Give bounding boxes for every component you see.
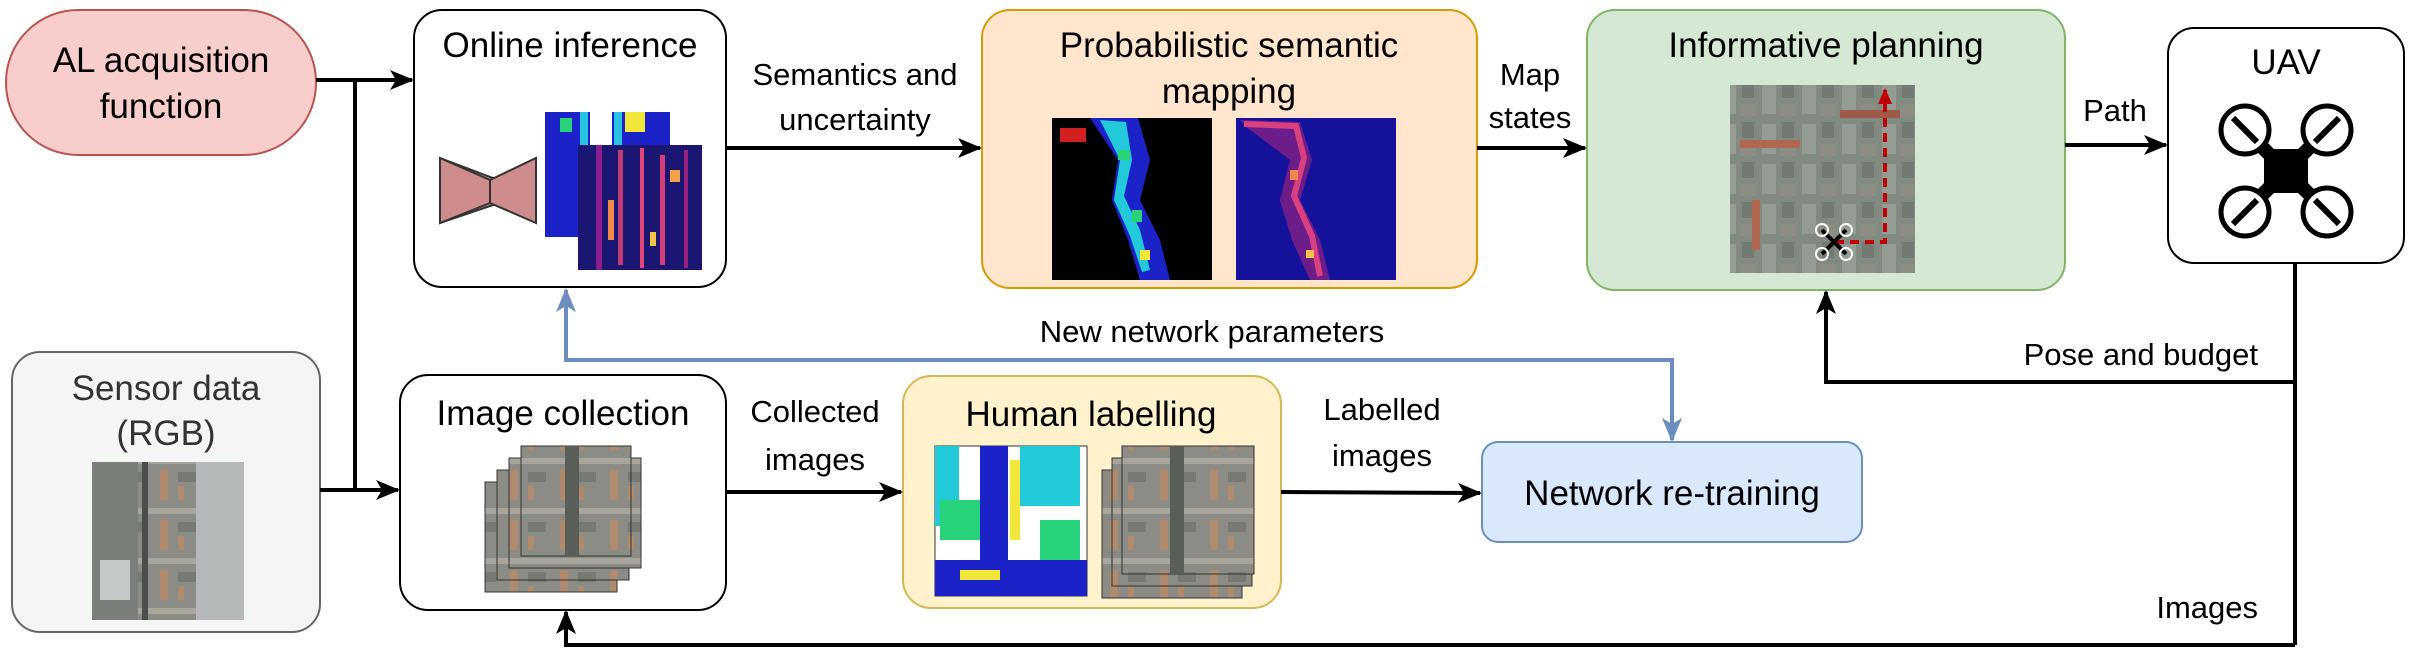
probabilistic-mapping-title-line2: mapping <box>1162 72 1296 111</box>
probabilistic-mapping-title-line1: Probabilistic semantic <box>1060 26 1398 65</box>
edge-label-semantics-line2: uncertainty <box>779 102 931 137</box>
edge-label-map-states-line1: Map <box>1500 57 1560 92</box>
image-collection-node: Image collection <box>399 374 727 611</box>
neural-network-icon-right <box>489 156 537 225</box>
labelled-mask-image <box>934 445 1088 597</box>
edge-label-images: Images <box>2156 590 2258 625</box>
edge-label-path: Path <box>2083 93 2147 128</box>
uav-position-icon <box>1815 223 1853 261</box>
edge-label-map-states-line2: states <box>1489 100 1572 135</box>
human-labelling-title: Human labelling <box>966 395 1217 434</box>
uav-node: UAV <box>2167 27 2405 264</box>
arrow-images-to-collection <box>556 610 2295 647</box>
al-acquisition-label-line2: function <box>100 87 223 126</box>
planned-path-arrow <box>1835 88 1892 244</box>
edge-label-labelled-line1: Labelled <box>1323 392 1440 427</box>
arrow-labelling-to-retraining <box>1280 482 1482 503</box>
network-retraining-box <box>1481 441 1863 543</box>
al-acquisition-function-node: AL acquisition function <box>5 9 317 156</box>
al-acquisition-shape <box>5 9 317 156</box>
semantic-map-image <box>1052 118 1212 280</box>
sensor-data-title-line1: Sensor data <box>72 369 261 408</box>
network-retraining-title: Network re-training <box>1524 474 1820 513</box>
rgb-image-thumbnail <box>92 462 244 620</box>
uncertainty-map-image <box>1236 118 1396 280</box>
informative-planning-title: Informative planning <box>1668 26 1983 65</box>
al-acquisition-label-line1: AL acquisition <box>53 41 270 80</box>
sensor-data-title-line2: (RGB) <box>116 414 215 453</box>
aerial-map-image <box>1730 85 1915 273</box>
uav-title: UAV <box>2251 43 2321 82</box>
online-inference-title: Online inference <box>443 26 698 65</box>
uncertainty-map-output <box>578 145 702 270</box>
network-retraining-node: Network re-training <box>1481 441 1863 543</box>
quadcopter-icon <box>2218 103 2354 239</box>
sensor-data-node: Sensor data (RGB) <box>11 351 321 633</box>
informative-planning-node: Informative planning <box>1586 9 2066 291</box>
labelled-rgb-stack <box>1101 445 1255 599</box>
human-labelling-node: Human labelling <box>902 375 1282 609</box>
edge-label-semantics-line1: Semantics and <box>752 57 957 92</box>
edge-label-collected-line1: Collected <box>750 394 879 429</box>
edge-label-pose-budget: Pose and budget <box>2024 337 2259 372</box>
online-inference-node: Online inference <box>413 9 727 288</box>
image-collection-title: Image collection <box>437 394 690 433</box>
edge-label-collected-line2: images <box>765 442 865 477</box>
edge-label-new-network-parameters: New network parameters <box>1040 314 1385 349</box>
probabilistic-semantic-mapping-node: Probabilistic semantic mapping <box>981 9 1478 289</box>
collected-images-stack <box>484 445 642 593</box>
edge-label-labelled-line2: images <box>1332 438 1432 473</box>
arrow-pose-budget-to-planning <box>1816 290 2295 384</box>
